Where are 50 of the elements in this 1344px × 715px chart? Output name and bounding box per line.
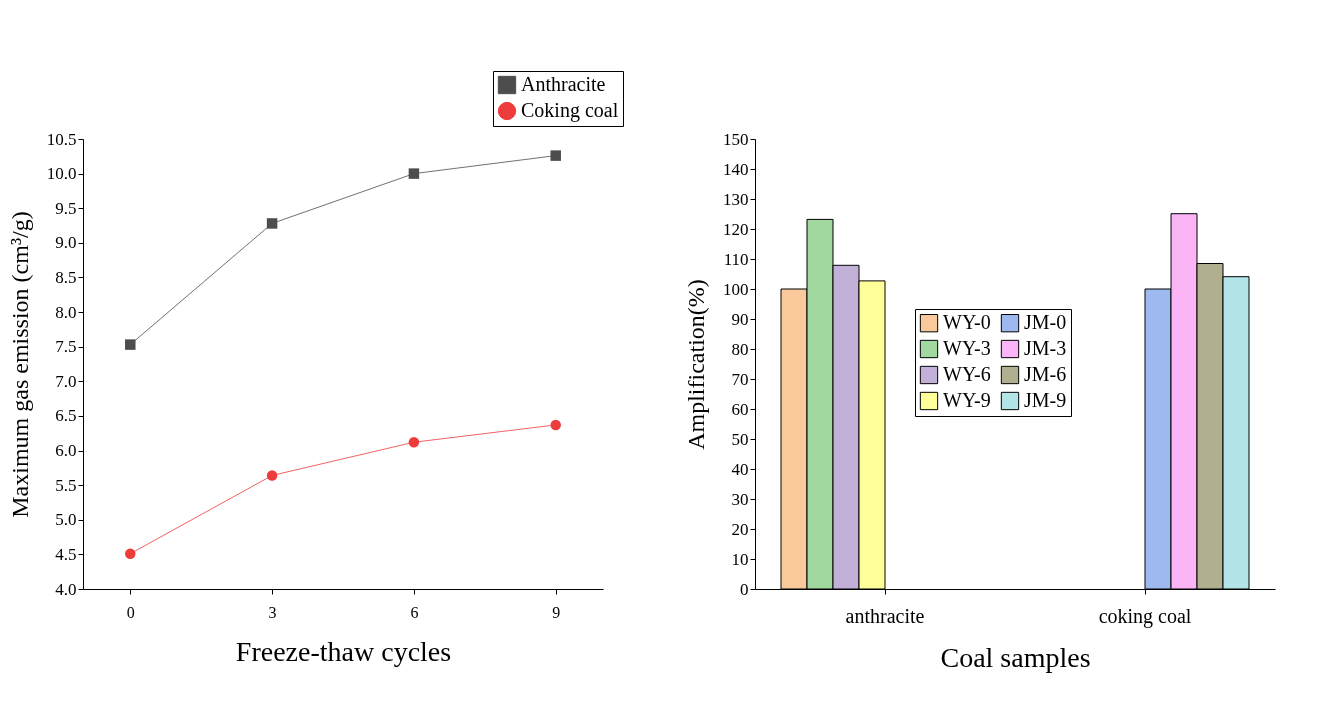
y-tick-label: 10 bbox=[731, 549, 749, 569]
y-tick-label: 50 bbox=[731, 429, 749, 449]
legend-label: JM-0 bbox=[1024, 311, 1067, 334]
y-tick-label: 140 bbox=[723, 159, 749, 179]
x-tick-label: anthracite bbox=[845, 604, 925, 627]
y-tick-label: 5.0 bbox=[55, 510, 77, 530]
y-tick-label: 150 bbox=[723, 129, 749, 149]
legend-label: Anthracite bbox=[521, 73, 606, 95]
y-tick-label: 4.5 bbox=[55, 544, 77, 564]
y-tick-label: 9.0 bbox=[55, 233, 77, 253]
x-axis-title: Coal samples bbox=[940, 641, 1091, 673]
legend-label: JM-9 bbox=[1024, 389, 1067, 411]
y-tick-label: 90 bbox=[731, 309, 749, 329]
y-tick-label: 5.5 bbox=[55, 475, 77, 495]
y-tick-label: 0 bbox=[740, 579, 749, 599]
y-tick-label: 6.0 bbox=[55, 441, 77, 461]
y-tick-label: 8.0 bbox=[55, 302, 77, 322]
x-tick-label: 3 bbox=[268, 603, 277, 621]
y-tick-label: 6.5 bbox=[55, 406, 77, 426]
y-tick-label: 8.5 bbox=[55, 267, 77, 287]
legend-label: WY-3 bbox=[943, 337, 991, 359]
y-axis-title: Maximum gas emission (cm³/g) bbox=[6, 211, 33, 518]
legend-label: WY-9 bbox=[943, 389, 991, 411]
legend-label: Coking coal bbox=[521, 99, 619, 122]
y-tick-label: 4.0 bbox=[55, 579, 77, 599]
y-tick-label: 110 bbox=[723, 249, 749, 269]
y-tick-label: 30 bbox=[731, 489, 749, 509]
legend-label: WY-6 bbox=[943, 363, 991, 385]
y-tick-label: 130 bbox=[723, 189, 749, 209]
x-tick-label: 9 bbox=[552, 603, 561, 621]
x-axis-title: Freeze-thaw cycles bbox=[235, 635, 452, 667]
y-tick-label: 80 bbox=[731, 339, 749, 359]
legend-label: JM-3 bbox=[1024, 337, 1067, 359]
y-axis-title: Amplification(%) bbox=[683, 279, 709, 450]
y-tick-label: 20 bbox=[731, 519, 749, 539]
legend-label: JM-6 bbox=[1024, 363, 1067, 385]
y-tick-label: 40 bbox=[731, 459, 749, 479]
y-tick-label: 9.5 bbox=[55, 198, 77, 218]
legend-label: WY-0 bbox=[943, 311, 991, 334]
y-tick-label: 7.5 bbox=[55, 337, 77, 357]
x-tick-label: 6 bbox=[410, 603, 419, 621]
x-tick-label: coking coal bbox=[1098, 604, 1192, 628]
x-tick-label: 0 bbox=[126, 603, 135, 621]
y-tick-label: 120 bbox=[723, 219, 749, 239]
y-tick-label: 10.5 bbox=[46, 129, 77, 149]
y-tick-label: 7.0 bbox=[55, 371, 77, 391]
y-tick-label: 70 bbox=[731, 369, 749, 389]
y-tick-label: 100 bbox=[723, 279, 749, 299]
y-tick-label: 60 bbox=[731, 399, 749, 419]
y-tick-label: 10.0 bbox=[46, 164, 77, 184]
